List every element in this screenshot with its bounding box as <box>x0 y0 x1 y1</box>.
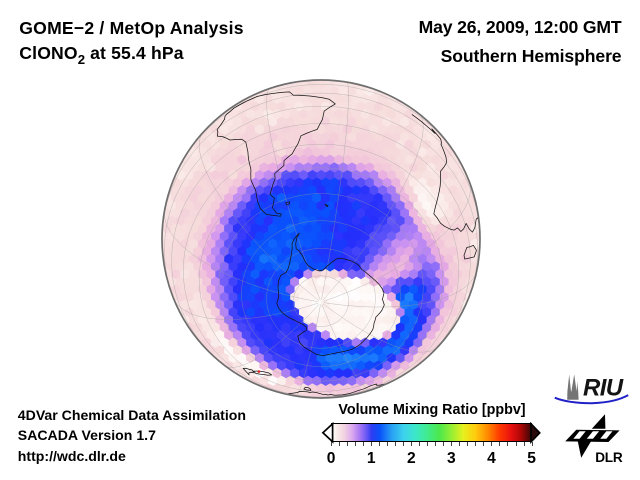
svg-text:DLR: DLR <box>595 450 623 465</box>
svg-text:RIU: RIU <box>583 374 624 401</box>
